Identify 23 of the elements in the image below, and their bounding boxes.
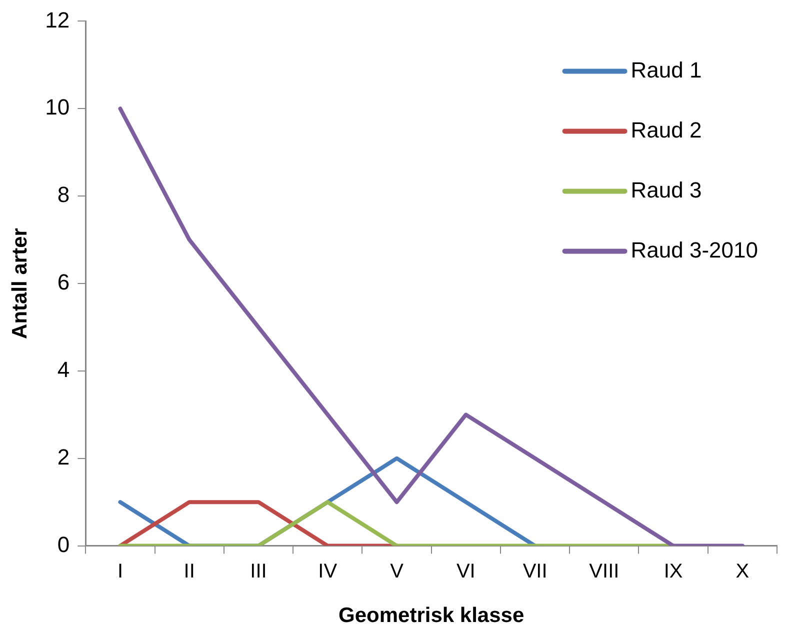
x-tick-label: VII xyxy=(522,560,548,582)
x-tick-label: IV xyxy=(318,560,338,582)
x-tick-label: I xyxy=(117,560,124,582)
legend-label: Raud 3-2010 xyxy=(630,237,758,262)
x-tick-label: IX xyxy=(664,560,683,582)
y-tick-label: 0 xyxy=(57,532,70,557)
y-tick-label: 10 xyxy=(45,94,70,120)
y-tick-label: 2 xyxy=(57,444,70,470)
x-tick-label: V xyxy=(390,560,404,582)
legend-label: Raud 3 xyxy=(630,177,702,202)
y-tick-label: 8 xyxy=(57,182,70,208)
y-axis-title: Antall arter xyxy=(8,228,32,339)
legend-label: Raud 2 xyxy=(630,117,702,142)
y-tick-label: 6 xyxy=(57,270,70,295)
x-tick-label: X xyxy=(736,560,750,582)
legend-label: Raud 1 xyxy=(630,57,702,82)
y-tick-label: 4 xyxy=(57,356,70,382)
x-tick-label: VIII xyxy=(589,560,620,582)
x-tick-label: II xyxy=(184,560,195,582)
x-tick-label: VI xyxy=(456,560,476,582)
y-tick-label: 12 xyxy=(45,7,70,32)
x-axis-title: Geometrisk klasse xyxy=(338,604,524,628)
x-tick-label: III xyxy=(250,560,267,582)
